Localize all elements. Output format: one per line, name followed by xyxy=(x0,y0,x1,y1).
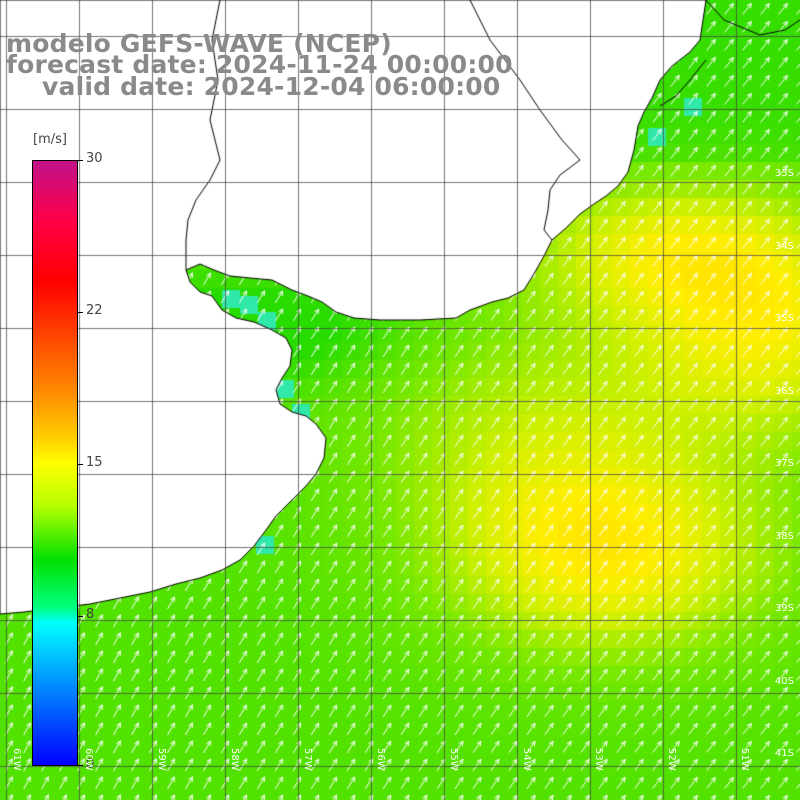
lon-label-61w: 61W xyxy=(11,748,22,771)
lat-label-37s: 37S xyxy=(774,458,794,469)
lat-label-35s: 35S xyxy=(774,313,794,324)
model-title: modelo GEFS-WAVE (NCEP) xyxy=(6,29,392,58)
lon-label-51w: 51W xyxy=(739,748,750,771)
lat-label-39s: 39S xyxy=(774,603,794,614)
lat-label-36s: 36S xyxy=(774,386,794,397)
lon-label-58w: 58W xyxy=(229,748,240,771)
colorbar-unit: [m/s] xyxy=(33,132,67,147)
lon-label-57w: 57W xyxy=(302,748,313,771)
colorbar-tick-8: 8 xyxy=(86,607,95,622)
lat-label-34s: 34S xyxy=(774,241,794,252)
colorbar-tick-30: 30 xyxy=(86,151,103,166)
colorbar-tick-15: 15 xyxy=(86,455,103,470)
lon-label-54w: 54W xyxy=(521,748,532,771)
colorbar-tick-mark xyxy=(78,765,83,766)
colorbar-tick-0: 0 xyxy=(86,757,95,772)
colorbar-legend xyxy=(32,160,78,766)
colorbar-tick-22: 22 xyxy=(86,303,103,318)
lon-label-56w: 56W xyxy=(375,748,386,771)
lon-label-60w: 60W xyxy=(83,748,94,771)
colorbar-tick-mark xyxy=(78,616,83,617)
valid-date: valid date: 2024-12-04 06:00:00 xyxy=(42,72,501,101)
lon-label-59w: 59W xyxy=(156,748,167,771)
lat-label-33s: 33S xyxy=(774,168,794,179)
colorbar-tick-mark xyxy=(78,312,83,313)
forecast-date: forecast date: 2024-11-24 00:00:00 xyxy=(6,50,513,79)
colorbar-tick-mark xyxy=(78,464,83,465)
lat-label-38s: 38S xyxy=(774,531,794,542)
colorbar-tick-mark xyxy=(78,160,83,161)
lon-label-55w: 55W xyxy=(448,748,459,771)
lon-label-52w: 52W xyxy=(666,748,677,771)
lon-label-53w: 53W xyxy=(593,748,604,771)
lat-label-40s: 40S xyxy=(774,676,794,687)
lat-label-41s: 41S xyxy=(774,748,794,759)
